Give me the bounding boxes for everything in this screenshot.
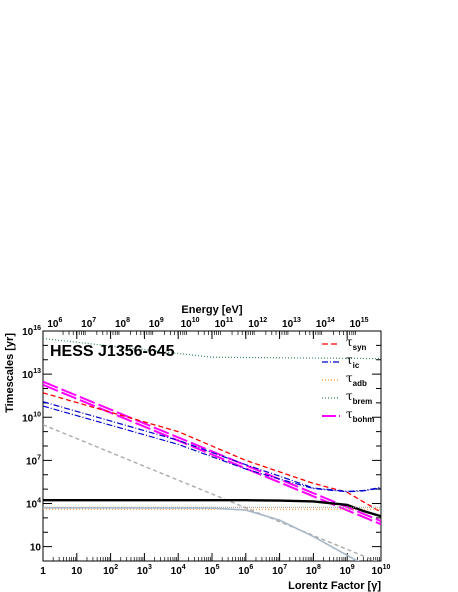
series-line-8	[43, 498, 381, 518]
x-tick-label: 109	[340, 564, 355, 577]
x2-tick-label: 1015	[350, 317, 369, 330]
x-axis-label: Lorentz Factor [γ]	[288, 580, 381, 592]
axis-ticks	[42, 330, 382, 562]
legend-label-syn: τsyn	[346, 335, 367, 352]
x-tick-label: 1010	[372, 564, 391, 577]
y-tick-label: 104	[26, 498, 41, 511]
x-tick-label: 104	[171, 564, 186, 577]
series-line-1	[43, 383, 381, 526]
x-tick-label: 10	[71, 566, 83, 577]
x-tick-label: 102	[103, 564, 118, 577]
x2-tick-label: 1010	[181, 317, 200, 330]
series-line-4	[43, 405, 381, 493]
y-axis-label: Timescales [yr]	[4, 333, 16, 413]
y-tick-label: 1013	[22, 368, 41, 381]
chart-title: HESS J1356-645	[50, 343, 175, 360]
series-line-2	[43, 392, 381, 513]
x2-tick-label: 1011	[215, 317, 234, 330]
x2-axis-label: Energy [eV]	[181, 304, 242, 316]
x2-tick-label: 109	[149, 317, 164, 330]
y-tick-label: 107	[26, 454, 41, 467]
x-tick-label: 108	[306, 564, 321, 577]
x2-tick-label: 106	[47, 317, 62, 330]
legend-label-brem: τbrem	[346, 389, 372, 406]
x-tick-label: 105	[204, 564, 219, 577]
x2-tick-label: 1014	[316, 317, 335, 330]
legend-label-bohm: τbohm	[346, 407, 374, 424]
series-line-10	[43, 507, 361, 561]
x-tick-label: 1	[40, 566, 46, 577]
series-line-7	[43, 424, 378, 561]
x2-tick-label: 108	[115, 317, 130, 330]
x2-tick-label: 107	[81, 317, 96, 330]
series-line-5	[43, 337, 381, 360]
x2-tick-label: 1013	[282, 317, 301, 330]
legend-label-adb: τadb	[346, 371, 367, 388]
x2-tick-label: 1012	[248, 317, 267, 330]
y-tick-label: 10	[30, 543, 42, 554]
y-tick-label: 1016	[22, 325, 41, 338]
legend-label-ic: τic	[346, 353, 360, 370]
y-tick-label: 1010	[22, 411, 41, 424]
x-tick-label: 107	[272, 564, 287, 577]
x-tick-label: 106	[238, 564, 253, 577]
series-line-0	[43, 380, 381, 522]
tick-labels: 1 10 102 103 104 105 106 107 108 109 1010 106 107 108…	[22, 317, 390, 577]
series-layer	[43, 337, 381, 561]
x-tick-label: 103	[137, 564, 152, 577]
